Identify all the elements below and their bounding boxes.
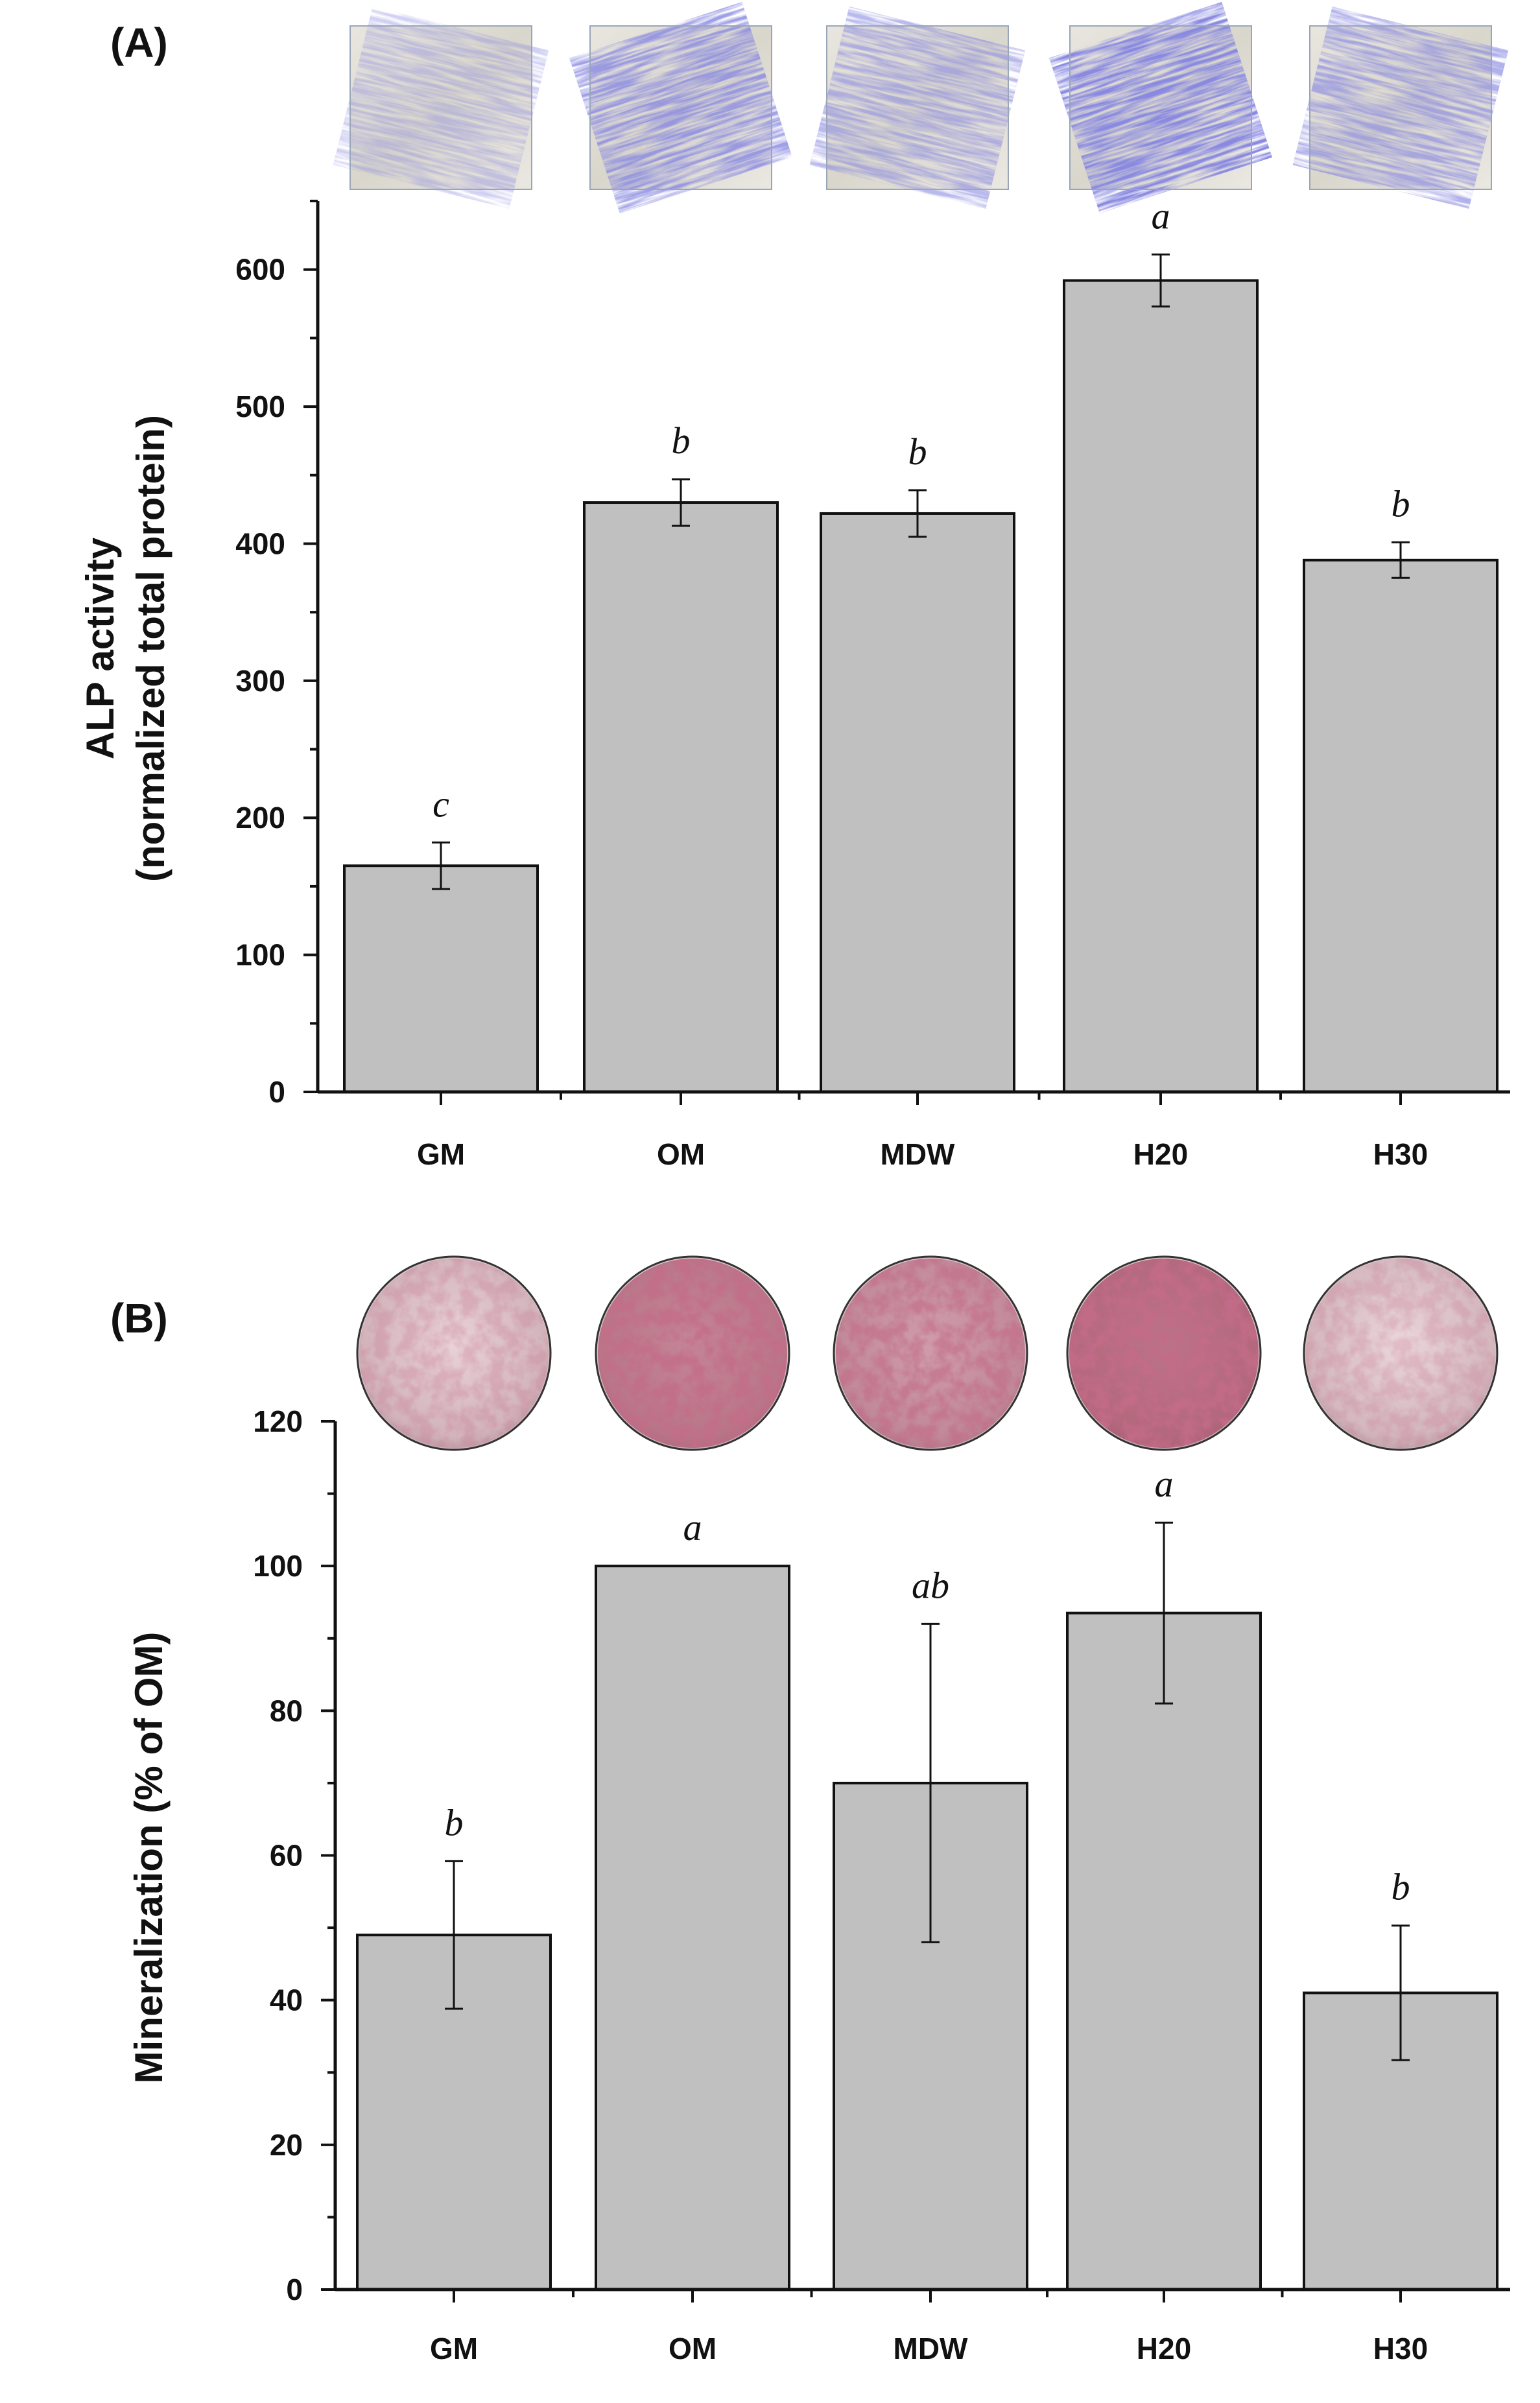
error-bar-mdw	[908, 489, 927, 538]
y-tick-label: 120	[253, 1404, 303, 1438]
significance-label-h20: a	[1155, 1463, 1174, 1505]
sample-image-gm	[356, 1255, 552, 1451]
x-tick-label-om: OM	[657, 1137, 705, 1171]
bar-h20	[1066, 1611, 1262, 2291]
panel-a: (A) c b b a b 0 100 200 300 400 500 600 GM OM MDW H20 H30…	[78, 1, 1510, 1171]
x-tick-label-h30: H30	[1373, 2332, 1428, 2365]
y-tick-label: 100	[235, 938, 285, 972]
significance-label-mdw: ab	[912, 1564, 949, 1606]
error-bar-h30	[1392, 541, 1410, 579]
y-tick-label: 300	[235, 664, 285, 698]
y-tick-label: 40	[270, 1983, 303, 2017]
bar-om	[583, 501, 779, 1093]
significance-label-gm: b	[445, 1801, 464, 1843]
x-tick-label-mdw: MDW	[881, 1137, 956, 1171]
significance-label-h20: a	[1152, 195, 1170, 237]
error-bar-gm	[432, 841, 450, 890]
y-tick-label: 500	[235, 390, 285, 423]
x-tick-label-om: OM	[669, 2332, 717, 2365]
sample-image-om	[595, 1255, 790, 1451]
error-bar-mdw	[921, 1622, 940, 1943]
bar-h20	[1063, 279, 1259, 1094]
y-tick-label: 20	[270, 2128, 303, 2162]
sample-image-h30	[1303, 1255, 1499, 1451]
x-tick-label-h30: H30	[1373, 1137, 1428, 1171]
y-axis-label: Mineralization (% of OM)	[127, 1632, 171, 2084]
y-tick-label: 600	[235, 253, 285, 287]
x-tick-label-h20: H20	[1133, 1137, 1188, 1171]
bar-h30	[1303, 558, 1499, 1093]
error-bar-gm	[445, 1860, 463, 2010]
significance-label-om: a	[683, 1506, 702, 1548]
y-tick-label: 80	[270, 1694, 303, 1727]
y-tick-label: 200	[235, 801, 285, 835]
y-tick-label: 100	[253, 1549, 303, 1583]
sample-image-om	[569, 1, 793, 214]
panel-label: (B)	[110, 1295, 168, 1342]
sample-image-h30	[1292, 6, 1509, 209]
error-bar-h30	[1392, 1924, 1410, 2061]
significance-label-om: b	[672, 420, 691, 462]
y-tick-label: 0	[286, 2273, 303, 2306]
x-tick-label-gm: GM	[417, 1137, 465, 1171]
significance-label-h30: b	[1392, 1866, 1410, 1908]
x-tick-label-h20: H20	[1137, 2332, 1191, 2365]
significance-label-mdw: b	[908, 431, 927, 473]
y-tick-label: 60	[270, 1839, 303, 1873]
bar-gm	[343, 864, 539, 1093]
significance-label-h30: b	[1392, 482, 1410, 525]
x-tick-label-mdw: MDW	[894, 2332, 969, 2365]
sample-image-h20	[1066, 1255, 1262, 1451]
error-bar-om	[672, 478, 690, 527]
y-tick-label: 400	[235, 527, 285, 560]
x-tick-label-gm: GM	[430, 2332, 478, 2365]
sample-image-mdw	[809, 6, 1026, 209]
y-axis-label: ALP activity (normalized total protein)	[78, 415, 172, 882]
y-tick-label: 0	[268, 1075, 285, 1109]
error-bar-h20	[1152, 253, 1170, 308]
significance-label-gm: c	[432, 783, 449, 825]
sample-image-h20	[1048, 1, 1273, 214]
bar-mdw	[820, 512, 1015, 1093]
sample-image-gm	[333, 6, 549, 209]
panel-label: (A)	[110, 19, 168, 66]
bar-om	[595, 1565, 790, 2291]
error-bar-h20	[1155, 1521, 1173, 1705]
sample-image-mdw	[833, 1255, 1028, 1451]
